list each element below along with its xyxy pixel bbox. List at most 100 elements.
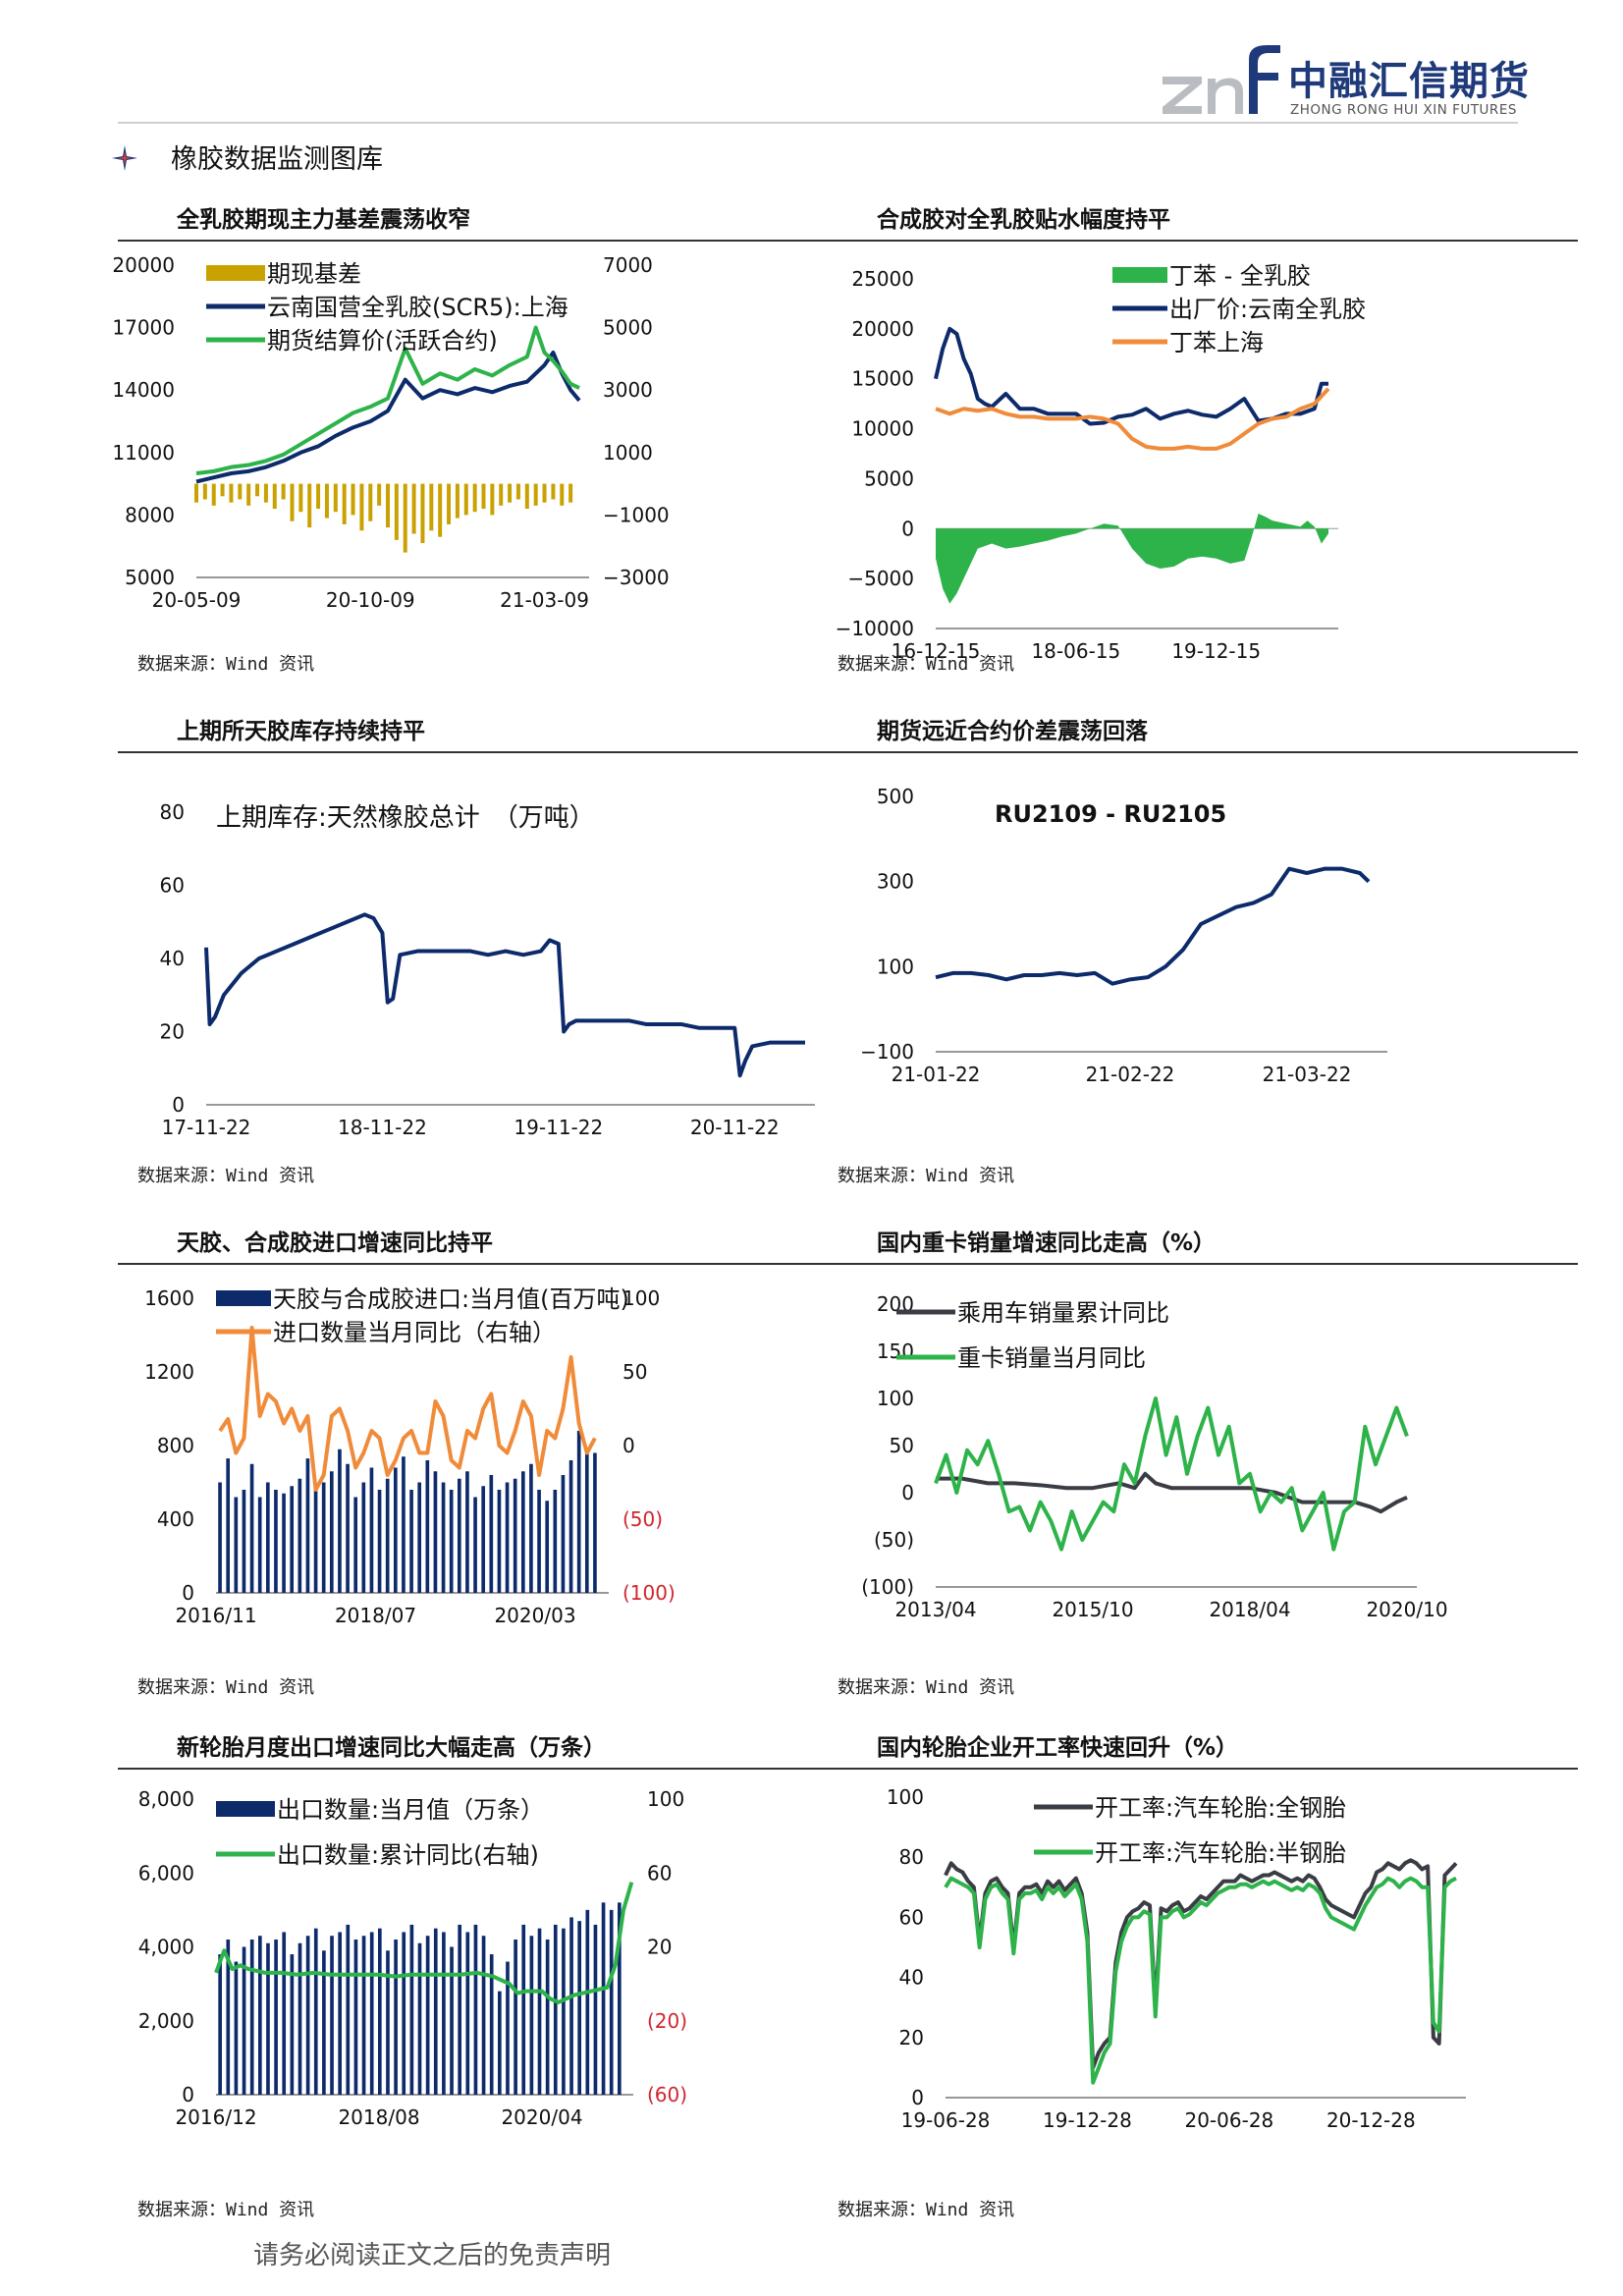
- bar-navy: [346, 1924, 351, 2095]
- y-tick-label: 40: [160, 947, 185, 970]
- bar-gold: [386, 483, 390, 528]
- bar-gold: [499, 483, 504, 506]
- x-tick-label: 19-12-15: [1171, 639, 1261, 663]
- bar-navy: [545, 1501, 550, 1593]
- bar-gold: [333, 483, 338, 513]
- legend-label: 丁苯 - 全乳胶: [1169, 262, 1311, 290]
- y-tick-label: −5000: [847, 567, 914, 590]
- bar-navy: [442, 1932, 446, 2095]
- bar-navy: [465, 1932, 470, 2095]
- bar-gold: [272, 483, 277, 510]
- y-tick-label: 20000: [851, 317, 914, 341]
- bar-navy: [465, 1471, 469, 1593]
- y-tick-label: 4,000: [138, 1936, 194, 1959]
- bar-navy: [609, 1909, 614, 2095]
- bar-navy: [576, 1431, 581, 1593]
- bar-navy: [433, 1471, 438, 1593]
- y-tick-label: 0: [172, 1093, 185, 1117]
- bar-navy: [601, 1902, 606, 2095]
- legend-swatch: [1112, 267, 1167, 283]
- chart-title-rule: [118, 1263, 878, 1265]
- chart-c1: 5000 8000 11000 14000 17000 20000 −3000 −1000 10…: [112, 253, 670, 612]
- bar-gold: [263, 483, 268, 503]
- bar-navy: [458, 1924, 462, 2095]
- y-tick-label: 0: [911, 2086, 924, 2109]
- x-tick-label: 16-12-15: [892, 639, 981, 663]
- disclaimer-note: 请务必阅读正文之后的免责声明: [253, 2241, 612, 2270]
- x-tick-label: 17-11-22: [162, 1116, 251, 1139]
- bar-gold: [342, 483, 347, 524]
- bar-navy: [489, 1954, 494, 2095]
- bar-navy: [441, 1482, 446, 1593]
- x-tick-label: 20-10-09: [326, 588, 415, 612]
- chart-annotation: RU2109 - RU2105: [995, 800, 1226, 828]
- y-tick-label: 5000: [125, 566, 175, 589]
- chart-source: 数据来源：Wind 资讯: [838, 2200, 1015, 2220]
- line-series-green: [214, 1882, 634, 2004]
- line-series-gray: [936, 1471, 1408, 1514]
- bar-navy: [353, 1497, 358, 1593]
- x-tick-label: 21-02-22: [1086, 1063, 1175, 1086]
- legend-label: 云南国营全乳胶(SCR5):上海: [267, 294, 568, 321]
- bar-gold: [533, 483, 538, 506]
- bar-navy: [369, 1467, 374, 1593]
- y2-tick-label: −1000: [603, 503, 670, 526]
- bar-navy: [433, 1928, 438, 2095]
- y-tick-label: 100: [877, 1387, 914, 1410]
- chart-source: 数据来源：Wind 资讯: [838, 1166, 1015, 1186]
- y2-tick-label: 5000: [603, 316, 653, 340]
- y2-tick-label: (20): [647, 2009, 687, 2033]
- x-tick-label: 2020/10: [1366, 1598, 1447, 1621]
- bar-navy: [377, 1928, 382, 2095]
- bar-gold: [290, 483, 295, 521]
- bar-navy: [402, 1932, 406, 2095]
- bar-gold: [298, 483, 303, 513]
- y-tick-label: 20000: [112, 253, 175, 277]
- bar-gold: [508, 483, 513, 503]
- x-tick-label: 2018/07: [335, 1604, 416, 1627]
- y2-tick-label: 60: [647, 1861, 672, 1885]
- bar-gold: [229, 483, 234, 503]
- bar-gold: [211, 483, 216, 506]
- line-series-green: [195, 325, 580, 475]
- bar-navy: [529, 1463, 533, 1593]
- line-series-orange: [935, 387, 1330, 451]
- bar-navy: [322, 1950, 326, 2095]
- chart-title-rule: [818, 751, 1578, 753]
- y2-tick-label: 7000: [603, 253, 653, 277]
- y2-tick-label: (50): [622, 1507, 663, 1531]
- bar-navy: [618, 1902, 622, 2095]
- section-title: 橡胶数据监测图库: [171, 144, 383, 175]
- bar-navy: [561, 1475, 566, 1593]
- bar-navy: [305, 1936, 310, 2095]
- bar-navy: [218, 1954, 222, 2095]
- bar-navy: [369, 1932, 374, 2095]
- y-tick-label: 300: [877, 870, 914, 894]
- bar-navy: [481, 1486, 486, 1593]
- x-tick-label: 20-12-28: [1326, 2108, 1416, 2132]
- bar-navy: [298, 1478, 302, 1593]
- bar-navy: [553, 1490, 558, 1593]
- bar-navy: [498, 1991, 502, 2095]
- y-tick-label: 8000: [125, 503, 175, 526]
- bar-gold: [403, 483, 407, 553]
- bar-navy: [562, 1928, 566, 2095]
- x-tick-label: 18-06-15: [1031, 639, 1120, 663]
- y2-tick-label: 20: [647, 1936, 672, 1959]
- line-series-gray: [944, 1858, 1458, 2070]
- y-tick-label: 80: [899, 1845, 924, 1869]
- bar-gold: [481, 483, 486, 510]
- bar-navy: [298, 1942, 302, 2095]
- bar-gold: [542, 483, 547, 503]
- bar-navy: [249, 1939, 254, 2095]
- x-tick-label: 19-06-28: [901, 2108, 991, 2132]
- y-tick-label: 60: [899, 1905, 924, 1929]
- bar-navy: [529, 1936, 534, 2095]
- bar-gold: [560, 483, 565, 506]
- x-tick-label: 2013/04: [894, 1598, 976, 1621]
- y-tick-label: −10000: [836, 617, 914, 640]
- bar-navy: [497, 1490, 502, 1593]
- bar-navy: [402, 1456, 406, 1593]
- bar-navy: [377, 1490, 382, 1593]
- legend-label: 乘用车销量累计同比: [957, 1299, 1169, 1327]
